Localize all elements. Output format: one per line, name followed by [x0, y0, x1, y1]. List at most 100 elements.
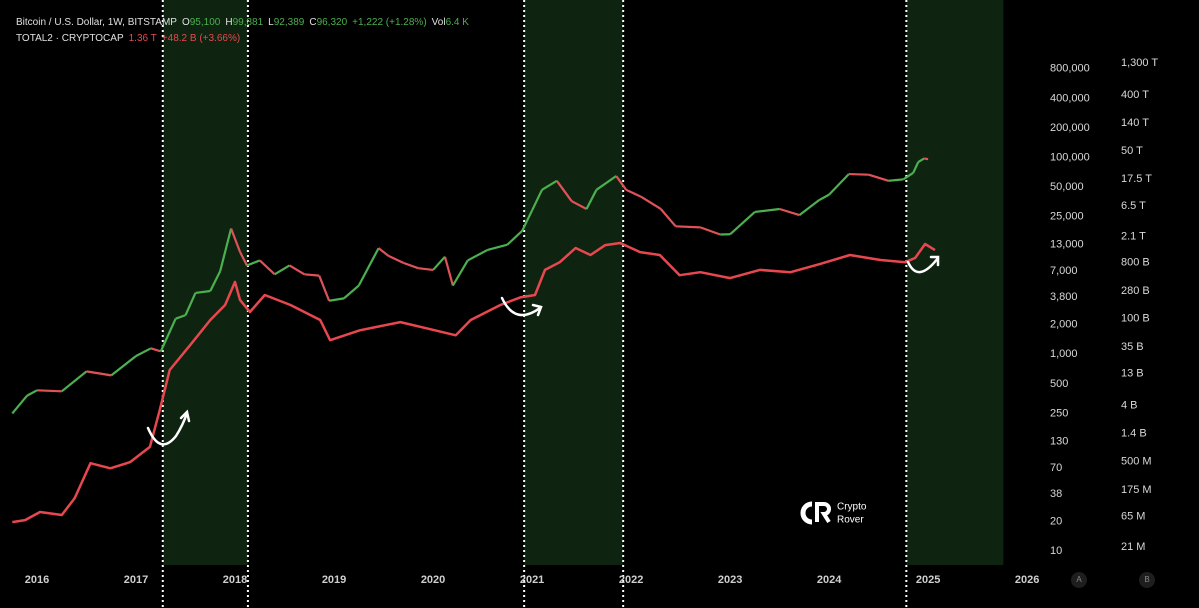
y2-tick-label: 17.5 T: [1121, 173, 1152, 185]
candle: [595, 175, 617, 191]
candle: [304, 273, 320, 277]
x-tick-label: 2024: [817, 574, 842, 586]
candle: [521, 209, 534, 232]
candle: [923, 157, 929, 161]
y-tick-label: 3,800: [1050, 291, 1078, 303]
candle: [467, 248, 489, 262]
y-tick-label: 20: [1050, 515, 1062, 527]
legend-text: 96,320: [317, 17, 348, 28]
legend-text: O: [182, 17, 190, 28]
candle: [259, 259, 276, 276]
legend-text: Bitcoin / U.S. Dollar, 1W, BITSTAMP: [16, 17, 177, 28]
y2-tick-label: 140 T: [1121, 117, 1149, 129]
y-tick-label: 25,000: [1050, 211, 1084, 223]
x-tick-label: 2016: [25, 574, 49, 586]
candle: [11, 394, 28, 415]
candle: [110, 355, 137, 377]
candle: [135, 347, 152, 357]
candle: [675, 225, 701, 229]
candle: [585, 189, 598, 210]
candle: [230, 228, 242, 253]
candle: [239, 251, 248, 266]
y2-tick-label: 6.5 T: [1121, 200, 1146, 212]
candle: [917, 157, 925, 164]
arrow-head: [929, 255, 940, 267]
candle: [828, 173, 850, 196]
candle: [357, 247, 380, 287]
candle: [274, 264, 291, 276]
candle: [195, 289, 211, 295]
candle: [418, 267, 434, 272]
y-tick-label: 10: [1050, 545, 1062, 557]
x-tick-label: 2019: [322, 574, 346, 586]
candle: [36, 389, 62, 393]
candle: [61, 370, 88, 393]
candle: [150, 347, 162, 353]
candle: [729, 211, 756, 236]
legend-text: 1.36 T: [129, 33, 157, 44]
scale-button[interactable]: [1071, 572, 1087, 588]
candle: [541, 179, 558, 191]
y2-tick-label: 21 M: [1121, 541, 1145, 553]
x-tick-label: 2021: [520, 574, 544, 586]
y-tick-label: 100,000: [1050, 151, 1090, 163]
legend-text: TOTAL2 · CRYPTOCAP: [16, 33, 124, 44]
candle: [328, 297, 345, 302]
candle: [754, 207, 780, 214]
y-tick-label: 7,000: [1050, 265, 1078, 277]
arrow: [500, 296, 542, 317]
y2-tick-label: 500 M: [1121, 455, 1152, 467]
y2-tick-label: 65 M: [1121, 510, 1145, 522]
y2-tick-label: 100 B: [1121, 313, 1150, 325]
y2-tick-label: 2.1 T: [1121, 230, 1146, 242]
x-tick-label: 2020: [421, 574, 445, 586]
scale-button-label[interactable]: B: [1144, 575, 1149, 584]
candle: [377, 247, 390, 257]
arrow-head: [531, 303, 543, 317]
y2-tick-label: 175 M: [1121, 484, 1152, 496]
x-tick-label: 2025: [916, 574, 940, 586]
y2-tick-label: 35 B: [1121, 341, 1144, 353]
arrow: [906, 256, 940, 274]
legend-text: L: [268, 17, 274, 28]
legend-text: +48.2 B (+3.66%): [162, 33, 240, 44]
candle: [443, 256, 454, 286]
candle: [555, 180, 573, 202]
candle: [531, 189, 543, 211]
logo: Crypto Rover: [800, 501, 867, 526]
candle: [798, 199, 820, 216]
candle: [175, 314, 186, 320]
candle: [288, 264, 305, 276]
y2-tick-label: 50 T: [1121, 145, 1143, 157]
y-tick-label: 400,000: [1050, 92, 1090, 104]
candle: [888, 178, 904, 182]
candle: [506, 230, 523, 246]
y-tick-label: 2,000: [1050, 319, 1078, 331]
legend-text: 92,389: [274, 17, 305, 28]
candle: [159, 318, 177, 352]
legend-text: +1,222 (+1.28%): [352, 17, 427, 28]
y2-tick-label: 4 B: [1121, 399, 1138, 411]
y2-tick-label: 13 B: [1121, 368, 1144, 380]
candle: [700, 226, 721, 236]
y2-tick-label: 800 B: [1121, 256, 1150, 268]
candle: [902, 171, 914, 181]
y-tick-label: 50,000: [1050, 181, 1084, 193]
legend-entry: TOTAL2 · CRYPTOCAP 1.36 T +48.2 B (+3.66%): [16, 33, 240, 44]
scale-button-label[interactable]: A: [1076, 575, 1082, 584]
candle: [246, 259, 261, 267]
candle: [615, 175, 628, 191]
candle: [818, 193, 830, 201]
x-tick-label: 2023: [718, 574, 742, 586]
candle: [432, 256, 446, 271]
y-tick-label: 13,000: [1050, 239, 1084, 251]
scale-button[interactable]: [1139, 572, 1155, 588]
x-tick-label: 2026: [1015, 574, 1039, 586]
legend-entry: Bitcoin / U.S. Dollar, 1W, BITSTAMP O95,1…: [16, 17, 469, 28]
legend-text: Vol: [432, 17, 446, 28]
logo-text: Rover: [837, 515, 864, 526]
candle: [209, 270, 222, 292]
y2-tick-label: 280 B: [1121, 285, 1150, 297]
candle: [388, 254, 404, 264]
